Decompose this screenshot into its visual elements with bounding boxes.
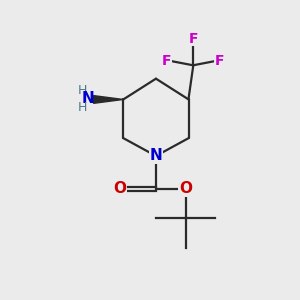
Text: H: H <box>77 101 87 114</box>
Text: F: F <box>215 54 225 68</box>
Text: N: N <box>150 148 162 164</box>
Text: O: O <box>179 181 192 196</box>
Text: H: H <box>77 84 87 97</box>
Text: F: F <box>188 32 198 46</box>
Polygon shape <box>94 96 123 103</box>
Text: F: F <box>162 54 171 68</box>
Text: N: N <box>82 92 94 106</box>
Text: O: O <box>113 181 126 196</box>
